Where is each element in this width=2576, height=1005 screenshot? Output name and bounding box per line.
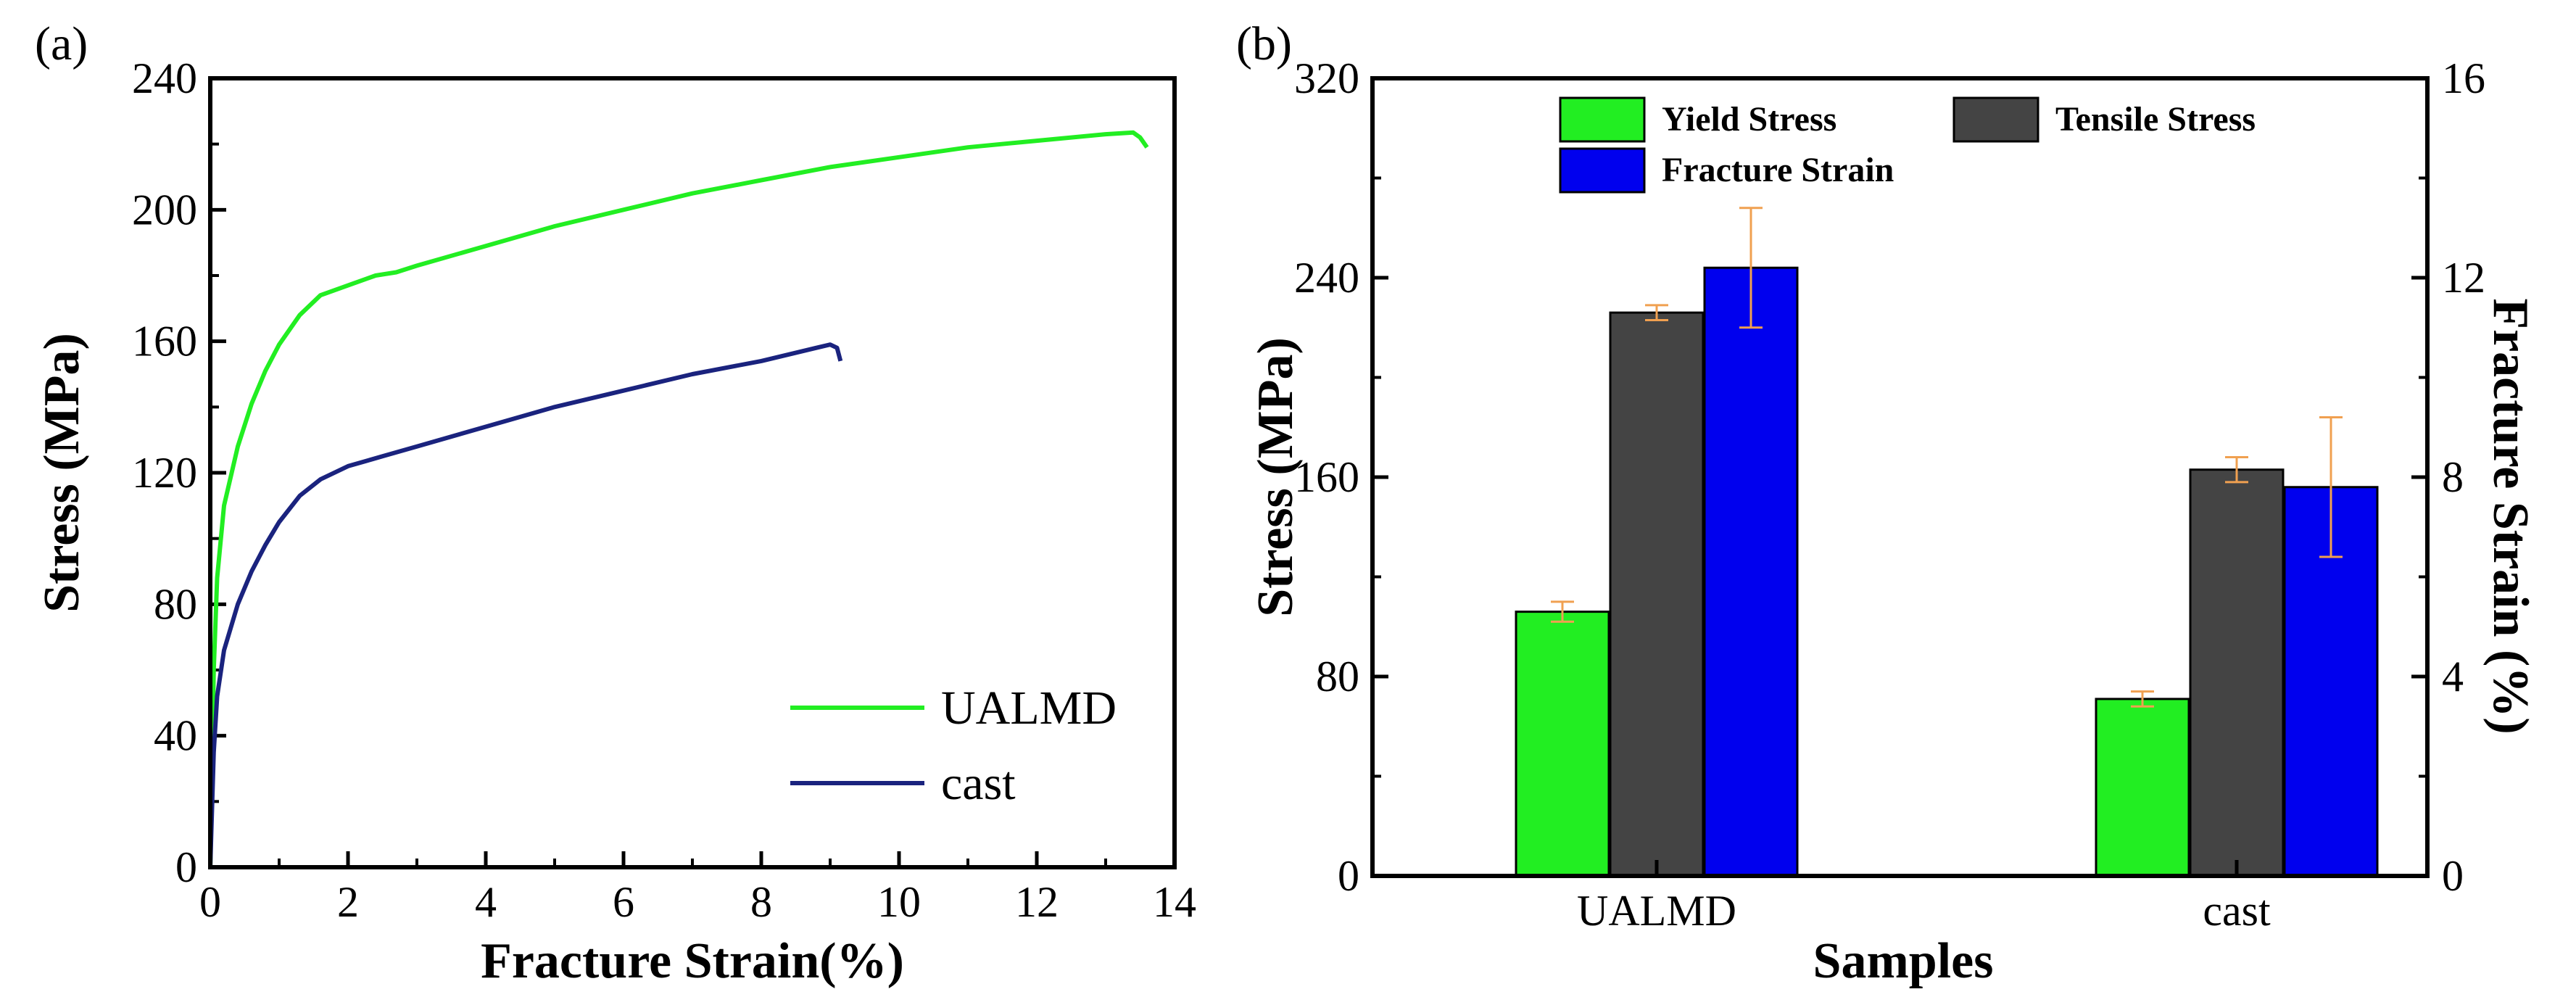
left-y-tick-label: 240 — [1294, 254, 1359, 302]
legend-label-cast: cast — [941, 757, 1016, 810]
right-y-tick-label: 0 — [2442, 852, 2464, 900]
left-y-tick-label: 320 — [1294, 54, 1359, 102]
y-tick-label: 0 — [175, 843, 197, 891]
right-y-tick-label: 4 — [2442, 653, 2464, 700]
bar-fracture-strain-ualmd — [1703, 266, 1799, 877]
series-line-cast — [208, 342, 843, 868]
panel-b-x-axis-title: Samples — [1813, 933, 1994, 989]
x-tick-label: 8 — [750, 878, 772, 926]
x-category-label: UALMD — [1577, 887, 1736, 935]
panel-b-plot-frame — [1370, 76, 2430, 878]
y-tick-label: 200 — [132, 186, 197, 233]
error-bar — [2225, 456, 2248, 484]
panel-a-x-axis-title: Fracture Strain(%) — [481, 933, 904, 989]
panel-a-legend: UALMD cast — [790, 682, 1117, 810]
bar-tensile-stress-ualmd — [1609, 311, 1705, 877]
panel-b-left-y-axis-title: Stress (MPa) — [1248, 337, 1304, 617]
right-y-tick-label: 8 — [2442, 453, 2464, 501]
panel-a-stress-strain-chart: (a) 0 2 4 6 8 10 12 14 0 40 80 120 160 200 240 Fractur… — [34, 17, 1196, 989]
x-tick-label: 10 — [877, 878, 921, 926]
legend-label-ualmd: UALMD — [941, 682, 1117, 735]
right-y-tick-label: 12 — [2442, 254, 2485, 302]
error-bar — [2319, 416, 2343, 558]
y-tick-label: 240 — [132, 54, 197, 102]
panel-b-legend: Yield Stress Tensile Stress Fracture Str… — [1559, 96, 2256, 194]
left-y-tick-label: 160 — [1294, 453, 1359, 501]
panel-a-label: (a) — [35, 17, 88, 70]
panel-b-bar-chart: (b) 0 80 160 240 320 0 4 8 12 16 UALMD cast Samples… — [1236, 17, 2538, 989]
x-tick-label: 14 — [1153, 878, 1196, 926]
legend-swatch-yield-stress — [1559, 96, 1646, 143]
bar-yield-stress-ualmd — [1515, 611, 1610, 877]
bar-tensile-stress-cast — [2189, 468, 2285, 877]
x-tick-label: 2 — [337, 878, 359, 926]
legend-swatch-fracture-strain — [1559, 147, 1646, 194]
panel-b-label: (b) — [1236, 17, 1292, 70]
x-tick-label: 6 — [613, 878, 634, 926]
y-tick-label: 120 — [132, 449, 197, 497]
x-tick-label: 12 — [1015, 878, 1059, 926]
bar-yield-stress-cast — [2095, 698, 2190, 877]
panel-a-series — [208, 130, 1149, 868]
legend-swatch-tensile-stress — [1952, 96, 2039, 143]
x-tick-label: 4 — [475, 878, 497, 926]
panel-a-plot-frame — [208, 76, 1177, 869]
left-y-tick-label: 80 — [1316, 653, 1359, 700]
error-bar — [1645, 304, 1668, 321]
y-tick-label: 160 — [132, 318, 197, 365]
legend-label-yield-stress: Yield Stress — [1662, 100, 1836, 138]
panel-b-right-y-axis-title: Fracture Strain (%) — [2482, 298, 2538, 734]
error-bar — [1551, 600, 1574, 623]
panel-b-bars — [1515, 207, 2379, 877]
legend-label-fracture-strain: Fracture Strain — [1662, 151, 1894, 189]
panel-b-tick-labels: 0 80 160 240 320 0 4 8 12 16 UALMD cast — [1294, 54, 2485, 935]
error-bar — [1739, 207, 1763, 329]
y-tick-label: 80 — [154, 580, 197, 628]
left-y-tick-label: 0 — [1338, 852, 1359, 900]
y-tick-label: 40 — [154, 712, 197, 760]
x-tick-label: 0 — [199, 878, 221, 926]
panel-a-ticks — [208, 76, 1177, 869]
legend-label-tensile-stress: Tensile Stress — [2055, 100, 2256, 138]
error-bar — [2131, 690, 2154, 708]
x-category-label: cast — [2203, 887, 2271, 935]
panel-a-y-axis-title: Stress (MPa) — [34, 333, 90, 613]
right-y-tick-label: 16 — [2442, 54, 2485, 102]
panel-a-tick-labels: 0 2 4 6 8 10 12 14 0 40 80 120 160 200 240 — [132, 54, 1196, 926]
series-line-ualmd — [208, 130, 1149, 868]
